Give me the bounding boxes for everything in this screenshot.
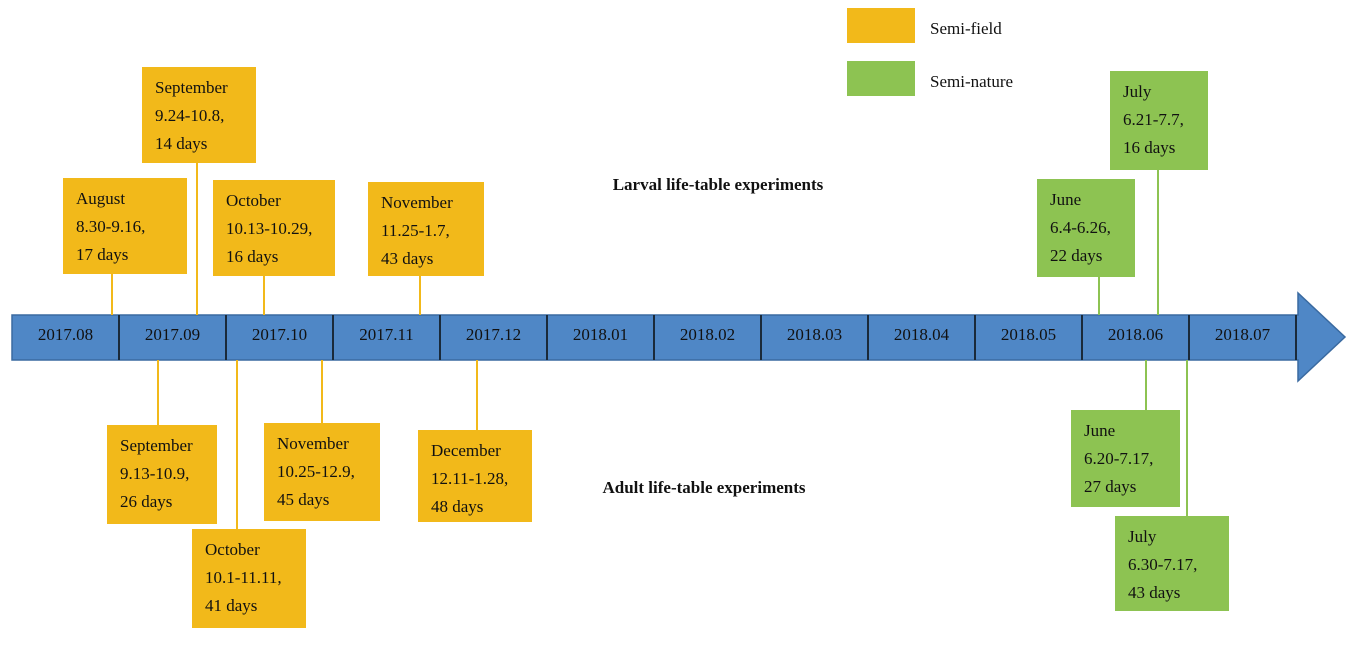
period-text: July: [1128, 527, 1157, 546]
period-text: 16 days: [226, 247, 278, 266]
period-box: [107, 425, 217, 524]
period-box: [418, 430, 532, 522]
period-text: November: [381, 193, 453, 212]
legend-swatch: [847, 8, 915, 43]
period-text: September: [155, 78, 228, 97]
timeline-label: 2018.06: [1108, 325, 1163, 344]
period-text: 9.24-10.8,: [155, 106, 224, 125]
period-text: September: [120, 436, 193, 455]
period-text: 6.20-7.17,: [1084, 449, 1153, 468]
period-text: 10.25-12.9,: [277, 462, 355, 481]
period-text: 10.13-10.29,: [226, 219, 312, 238]
period-box: [142, 67, 256, 163]
period-text: 41 days: [205, 596, 257, 615]
timeline-label: 2017.09: [145, 325, 200, 344]
period-text: 43 days: [1128, 583, 1180, 602]
period-box: [1071, 410, 1180, 507]
period-text: June: [1084, 421, 1115, 440]
timeline-label: 2017.12: [466, 325, 521, 344]
period-box: [192, 529, 306, 628]
timeline-label: 2018.05: [1001, 325, 1056, 344]
timeline-label: 2018.07: [1215, 325, 1271, 344]
period-text: 16 days: [1123, 138, 1175, 157]
period-text: 48 days: [431, 497, 483, 516]
period-text: 17 days: [76, 245, 128, 264]
period-text: October: [205, 540, 260, 559]
period-text: 12.11-1.28,: [431, 469, 508, 488]
period-text: 45 days: [277, 490, 329, 509]
period-box: [1037, 179, 1135, 277]
period-box: [368, 182, 484, 276]
period-text: 8.30-9.16,: [76, 217, 145, 236]
legend-label: Semi-field: [930, 19, 1002, 38]
legend-swatch: [847, 61, 915, 96]
period-text: December: [431, 441, 501, 460]
period-text: 11.25-1.7,: [381, 221, 450, 240]
timeline-label: 2018.02: [680, 325, 735, 344]
timeline-label: 2017.10: [252, 325, 307, 344]
timeline-label: 2017.08: [38, 325, 93, 344]
period-text: 22 days: [1050, 246, 1102, 265]
period-text: 6.30-7.17,: [1128, 555, 1197, 574]
timeline-label: 2017.11: [359, 325, 414, 344]
period-text: 10.1-11.11,: [205, 568, 282, 587]
period-box: [63, 178, 187, 274]
period-text: November: [277, 434, 349, 453]
period-text: 27 days: [1084, 477, 1136, 496]
period-text: June: [1050, 190, 1081, 209]
period-text: 43 days: [381, 249, 433, 268]
larval-heading: Larval life-table experiments: [613, 175, 824, 194]
adult-heading: Adult life-table experiments: [602, 478, 805, 497]
period-text: 26 days: [120, 492, 172, 511]
timeline-label: 2018.01: [573, 325, 628, 344]
period-text: 9.13-10.9,: [120, 464, 189, 483]
legend-label: Semi-nature: [930, 72, 1013, 91]
period-box: [264, 423, 380, 521]
timeline-label: 2018.04: [894, 325, 950, 344]
period-text: July: [1123, 82, 1152, 101]
period-text: October: [226, 191, 281, 210]
period-text: August: [76, 189, 125, 208]
period-text: 6.21-7.7,: [1123, 110, 1184, 129]
period-text: 6.4-6.26,: [1050, 218, 1111, 237]
period-box: [1115, 516, 1229, 611]
period-text: 14 days: [155, 134, 207, 153]
period-box: [1110, 71, 1208, 170]
timeline-label: 2018.03: [787, 325, 842, 344]
period-box: [213, 180, 335, 276]
